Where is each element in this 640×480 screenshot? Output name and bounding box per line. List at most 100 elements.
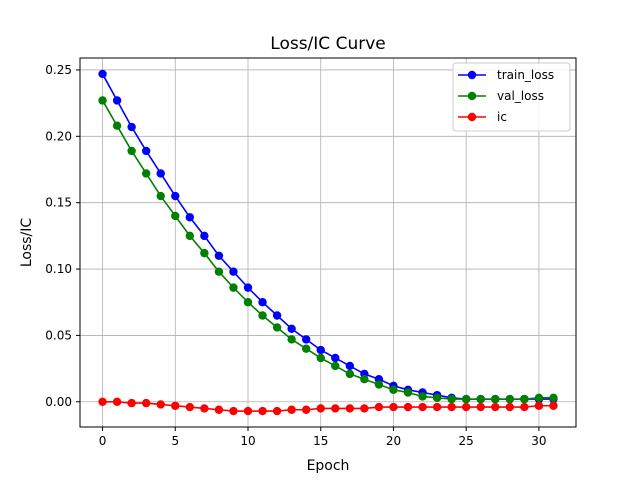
y-tick-label: 0.05 — [45, 328, 72, 342]
data-point — [534, 393, 544, 402]
data-point — [112, 397, 122, 406]
data-point — [418, 392, 427, 401]
y-tick-label: 0.15 — [45, 196, 72, 210]
data-point — [461, 402, 471, 412]
data-point — [316, 345, 325, 355]
data-point — [331, 404, 340, 413]
data-point — [360, 375, 369, 384]
data-point — [534, 401, 544, 410]
data-point — [272, 406, 282, 416]
data-point — [141, 169, 151, 178]
legend-box — [452, 62, 571, 132]
data-point — [360, 404, 369, 413]
data-point — [287, 335, 296, 344]
data-point — [258, 406, 267, 416]
series-val-loss — [98, 96, 558, 404]
y-tick-label: 0.00 — [45, 395, 72, 409]
data-point — [374, 402, 384, 412]
data-point — [243, 406, 253, 416]
legend-label: train_loss — [497, 68, 554, 82]
data-point — [432, 393, 442, 402]
data-point — [520, 394, 529, 404]
data-point — [301, 405, 311, 414]
data-point — [301, 335, 311, 344]
data-point — [141, 146, 151, 156]
data-point — [243, 283, 253, 292]
legend-item-train-loss: train_loss — [458, 68, 554, 82]
axis-ticks: 0 5 10 15 20 25 30 0.00 0.05 0.10 0.15 0.20 0.25 — [45, 63, 546, 448]
data-point — [127, 146, 136, 156]
data-point — [200, 404, 209, 413]
data-point — [331, 361, 340, 371]
data-point — [549, 393, 558, 402]
legend-item-val-loss: val_loss — [458, 89, 544, 103]
x-tick-label: 20 — [386, 434, 401, 448]
data-point — [491, 394, 500, 404]
data-point — [476, 402, 485, 412]
data-point — [229, 267, 238, 276]
data-point — [127, 122, 136, 132]
data-point — [505, 394, 515, 404]
data-point — [141, 398, 151, 408]
data-point — [447, 402, 456, 412]
data-point — [432, 402, 442, 412]
legend-marker — [467, 112, 477, 122]
data-point — [185, 402, 195, 412]
data-point — [98, 397, 107, 406]
chart-title: Loss/IC Curve — [270, 34, 385, 54]
data-point — [243, 298, 253, 307]
data-point — [505, 402, 515, 412]
data-point — [214, 251, 224, 260]
x-tick-label: 0 — [99, 434, 107, 448]
legend-marker — [467, 91, 477, 101]
data-point — [98, 69, 107, 79]
data-point — [185, 231, 195, 241]
data-point — [461, 394, 471, 404]
data-point — [316, 353, 325, 363]
data-point — [491, 402, 500, 412]
data-point — [287, 405, 296, 414]
plot-frame — [79, 57, 577, 428]
legend-label: ic — [497, 110, 507, 124]
data-point — [185, 213, 195, 222]
data-point — [258, 298, 267, 307]
legend-marker — [467, 70, 477, 80]
data-point — [229, 283, 238, 292]
y-tick-label: 0.25 — [45, 63, 72, 77]
data-point — [272, 311, 282, 320]
data-point — [127, 398, 136, 408]
y-tick-label: 0.10 — [45, 262, 72, 276]
data-point — [331, 353, 340, 363]
data-point — [316, 404, 325, 413]
data-point — [374, 380, 384, 389]
data-point — [112, 96, 122, 105]
series-layer — [98, 69, 558, 416]
data-point — [447, 394, 456, 404]
y-tick-label: 0.20 — [45, 129, 72, 143]
data-point — [287, 324, 296, 333]
data-point — [403, 402, 413, 412]
data-point — [389, 402, 398, 412]
data-point — [171, 401, 180, 410]
data-point — [171, 211, 180, 221]
x-tick-label: 30 — [531, 434, 546, 448]
data-point — [156, 191, 165, 201]
data-point — [98, 96, 107, 105]
x-tick-label: 15 — [313, 434, 328, 448]
data-point — [200, 248, 209, 258]
data-point — [272, 323, 282, 332]
data-point — [214, 267, 224, 276]
x-axis-label: Epoch — [307, 458, 350, 474]
x-tick-label: 5 — [171, 434, 179, 448]
data-point — [345, 361, 355, 371]
data-point — [520, 402, 529, 412]
data-point — [301, 344, 311, 353]
series-ic — [98, 397, 558, 416]
data-point — [476, 394, 485, 404]
y-axis-label: Loss/IC — [19, 218, 35, 268]
legend-item-ic: ic — [458, 110, 507, 124]
data-point — [171, 191, 180, 201]
